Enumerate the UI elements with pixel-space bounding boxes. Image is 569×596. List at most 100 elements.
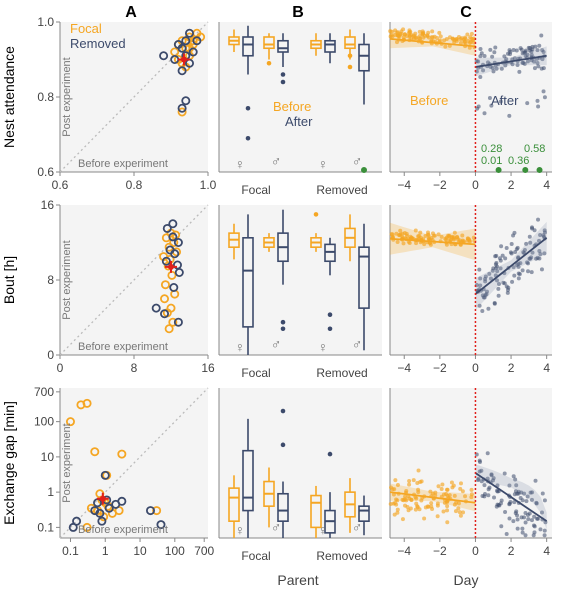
- panel-a-mid-point: [161, 256, 171, 266]
- panel-a-top-point: [177, 66, 187, 76]
- panel-a-mid-point: [174, 267, 184, 277]
- panel-c-mid-point-after: [477, 303, 482, 308]
- panel-c-bottom-point-before: [393, 478, 398, 483]
- panel-c-top-point-after: [536, 64, 541, 69]
- panel-a-bottom-point: [90, 447, 100, 457]
- panel-a-mid-ytick-label: 16: [41, 198, 55, 212]
- panel-c-mid-point-after: [514, 262, 519, 267]
- panel-c-bottom-point-before: [459, 481, 464, 486]
- panel-c-mid-xtick-label: 0: [472, 361, 479, 375]
- panel-c-bottom-trend-after: [474, 472, 548, 522]
- panel-c-top-point-after: [519, 47, 524, 52]
- female-symbol-icon: ♀: [235, 522, 246, 538]
- panel-a-bottom-identity-line: [59, 387, 209, 539]
- panel-c-bottom-point-after: [534, 500, 539, 505]
- panel-c-bottom-point-before: [407, 479, 412, 484]
- panel-b-bottom-outlier: [280, 408, 286, 414]
- panel-c-mid-point-before: [443, 236, 448, 241]
- panel-c-bottom-point-after: [486, 493, 491, 498]
- panel-c-top-xtick-label: −4: [397, 178, 411, 192]
- panel-c-top-point-after: [540, 57, 545, 62]
- panel-b-top-outlier: [245, 135, 251, 141]
- panel-c-bottom-point-before: [425, 504, 430, 509]
- column-title-b: B: [292, 4, 304, 21]
- panel-b-bottom-outlier: [327, 451, 333, 457]
- panel-c-top-point-before: [438, 34, 443, 39]
- male-symbol-icon: ♂: [352, 153, 363, 169]
- panel-a-top-point: [188, 47, 198, 57]
- panel-c-top-point-before: [458, 37, 463, 42]
- cat-focal-bot: Focal: [241, 549, 270, 563]
- panel-c-bottom-point-before: [469, 492, 474, 497]
- panel-c-bottom-xtick-label: −4: [397, 544, 411, 558]
- panel-c-top-point-after: [537, 43, 542, 48]
- panel-c-mid-point-after: [487, 271, 492, 276]
- panel-c-bottom-point-before: [451, 483, 456, 488]
- panel-c-mid-point-before: [418, 230, 423, 235]
- panel-c-bottom-point-before: [435, 503, 440, 508]
- panel-c-mid-point-before: [452, 230, 457, 235]
- panel-c-bottom-point-after: [515, 526, 520, 531]
- panel-c-bottom-point-after: [479, 479, 484, 484]
- panel-c-top-point-after: [481, 68, 486, 73]
- panel-c-top-point-before: [468, 35, 473, 40]
- panel-c-top-trend-after: [475, 54, 547, 68]
- panel-c-mid-point-after: [542, 251, 547, 256]
- panel-c-mid-trend-after: [474, 237, 548, 295]
- panel-c-mid-point-after: [542, 228, 547, 233]
- panel-a-top-point: [181, 36, 191, 46]
- panel-c-bottom-point-after: [533, 478, 538, 483]
- panel-c-bottom-point-after: [482, 494, 487, 499]
- panel-c-mid-point-after: [489, 276, 494, 281]
- panel-c-bottom-point-before: [435, 514, 440, 519]
- panel-c-bottom-point-after: [515, 517, 520, 522]
- panel-b-bottom-box: [228, 487, 240, 522]
- panel-c-top-point-after: [517, 69, 522, 74]
- panel-c-top-point-after: [541, 89, 546, 94]
- panel-c-bottom-point-after: [477, 458, 482, 463]
- panel-c-bottom-point-before: [409, 497, 414, 502]
- panel-a-mid-mean-marker: [168, 263, 174, 270]
- panel-a-mid-xtick-label: 8: [131, 361, 138, 375]
- panel-c-bottom-point-after: [492, 495, 497, 500]
- panel-c-top-point-after: [540, 48, 545, 53]
- panel-c-top-point-after: [532, 66, 537, 71]
- panel-c-bottom-point-before: [461, 510, 466, 515]
- before-experiment-label-bot: Before experiment: [78, 524, 168, 536]
- female-symbol-icon: ♀: [318, 156, 329, 172]
- panel-c-top-green-point: [495, 167, 502, 173]
- panel-c-top-point-after: [478, 74, 483, 79]
- panel-c-bottom-point-before: [413, 507, 418, 512]
- panel-b-mid-box: [358, 246, 370, 309]
- panel-c-top-point-after: [488, 47, 493, 52]
- panel-a-mid-point: [160, 294, 170, 304]
- panel-c-top-point-after: [535, 60, 540, 65]
- panel-c-mid-point-before: [395, 240, 400, 245]
- panel-c-bottom-point-after: [507, 483, 512, 488]
- panel-c-bottom-point-before: [395, 482, 400, 487]
- panel-c-top-point-after: [493, 45, 498, 50]
- panel-a-bottom-point: [72, 516, 82, 526]
- panel-c-mid-point-after: [530, 250, 535, 255]
- panel-a-top-xtick-label: 0.8: [126, 178, 143, 192]
- annotation-value: 0.36: [508, 155, 529, 167]
- panel-c-bottom-point-before: [422, 516, 427, 521]
- male-symbol-icon: ♂: [271, 336, 282, 352]
- panel-c-bottom-point-after: [516, 491, 521, 496]
- panel-b-mid-outlier: [327, 326, 333, 332]
- panel-c-top-point-before: [413, 31, 418, 36]
- panel-c-top-point-after: [491, 69, 496, 74]
- panel-b-mid-outlier: [327, 312, 333, 317]
- panel-c-bottom-point-after: [504, 532, 509, 537]
- panel-c-bottom-point-before: [395, 510, 400, 515]
- label-after-b: After: [285, 114, 313, 129]
- post-experiment-label-mid: Post experiment: [61, 240, 73, 319]
- panel-c-mid-xtick-label: −4: [397, 361, 411, 375]
- panel-c-mid-point-before: [451, 237, 456, 242]
- panel-c-mid-point-after: [478, 283, 483, 288]
- panel-c-top-point-before: [465, 32, 470, 37]
- panel-c-top-point-before: [399, 29, 404, 34]
- panel-c-mid-point-after: [494, 278, 499, 283]
- panel-c-top-point-after: [490, 54, 495, 59]
- panel-c-top-point-after: [529, 58, 534, 63]
